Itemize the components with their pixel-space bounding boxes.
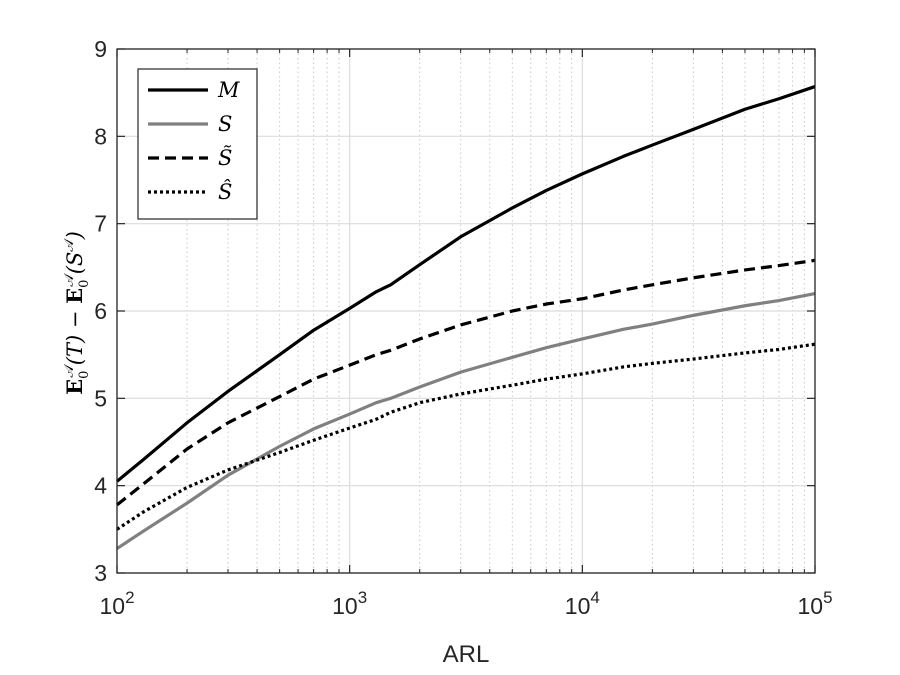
- legend-box: [137, 68, 258, 220]
- y-label-part: 𝒜: [62, 238, 77, 252]
- x-tick-label: 105: [797, 588, 832, 619]
- x-tick-labels: 102 103 104 105: [99, 588, 832, 619]
- grid: [116, 48, 816, 574]
- svg-text:E0𝒜(T) − E0𝒜(S𝒜): E0𝒜(T) − E0𝒜(S𝒜): [62, 231, 92, 395]
- y-tick-labels: 3 4 5 6 7 8 9: [94, 36, 107, 586]
- y-tick-label: 4: [94, 473, 107, 499]
- y-label-part: 𝒜: [62, 364, 77, 378]
- x-tick-label: 104: [565, 588, 600, 619]
- y-tick-label: 3: [94, 560, 107, 586]
- x-tick-label: 103: [332, 588, 367, 619]
- y-label-part: 𝒜: [62, 273, 77, 287]
- y-label-part: ): [63, 231, 87, 240]
- legend-label-s-hat: Ŝ: [218, 179, 232, 204]
- series-line-4: [116, 342, 816, 531]
- series-lines: [115, 85, 816, 550]
- legend: M S S̃ Ŝ: [137, 68, 258, 220]
- y-axis-label: E0𝒜(T) − E0𝒜(S𝒜): [62, 231, 92, 395]
- y-label-part: (T) −: [63, 304, 87, 365]
- y-label-part: 0: [77, 280, 92, 288]
- legend-label-s-tilde: S̃: [218, 146, 232, 170]
- series-line-3: [116, 258, 816, 507]
- y-tick-label: 5: [94, 385, 107, 411]
- y-label-part: E: [62, 379, 87, 395]
- x-axis-label: ARL: [443, 641, 490, 668]
- y-label-part: (S: [63, 252, 87, 275]
- y-label-part: E: [62, 288, 87, 304]
- y-tick-label: 9: [94, 36, 107, 62]
- x-tick-label: 102: [99, 588, 134, 619]
- legend-label-s: S: [218, 112, 232, 136]
- y-tick-label: 7: [94, 211, 107, 237]
- y-tick-label: 8: [94, 123, 107, 149]
- series-line-1: [115, 85, 816, 483]
- ticks: [116, 48, 816, 574]
- series-line-2: [116, 291, 816, 550]
- legend-label-m: M: [217, 78, 240, 102]
- y-label-part: 0: [77, 371, 92, 379]
- y-tick-label: 6: [94, 298, 107, 324]
